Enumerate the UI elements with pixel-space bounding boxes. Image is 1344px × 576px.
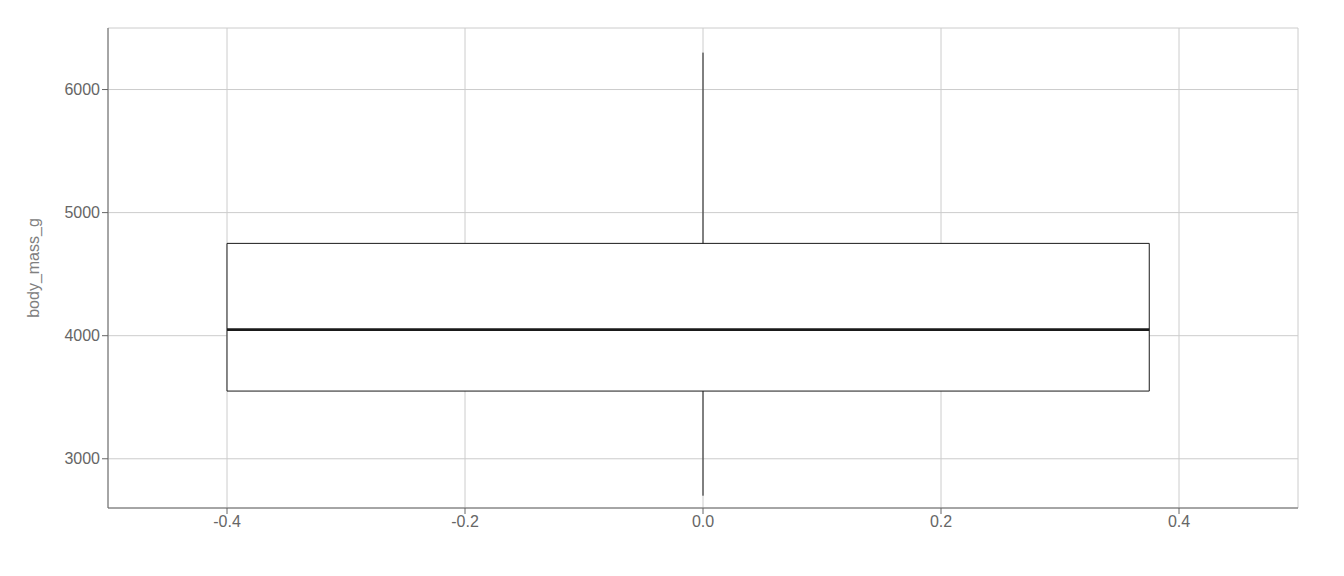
svg-text:-0.4: -0.4 — [213, 513, 241, 530]
svg-text:0.4: 0.4 — [1168, 513, 1190, 530]
svg-text:body_mass_g: body_mass_g — [25, 218, 43, 318]
svg-text:4000: 4000 — [64, 327, 100, 344]
svg-text:3000: 3000 — [64, 450, 100, 467]
svg-text:6000: 6000 — [64, 81, 100, 98]
svg-text:-0.2: -0.2 — [451, 513, 479, 530]
svg-text:5000: 5000 — [64, 204, 100, 221]
svg-text:0.2: 0.2 — [930, 513, 952, 530]
svg-text:0.0: 0.0 — [692, 513, 714, 530]
